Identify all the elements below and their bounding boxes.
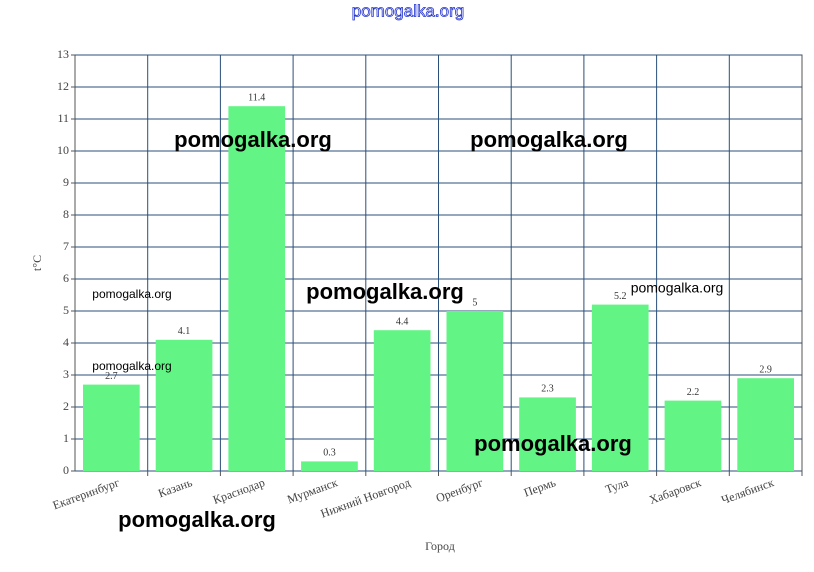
value-label: 2.7 — [105, 371, 118, 382]
y-axis-label: t°C — [30, 255, 44, 271]
watermark: pomogalka.org — [470, 127, 628, 152]
watermark: pomogalka.org — [92, 359, 171, 373]
value-label: 5.2 — [614, 291, 627, 302]
y-tick-label: 1 — [63, 431, 69, 445]
bar — [519, 397, 576, 471]
y-tick-label: 13 — [57, 47, 69, 61]
chart-title: pomogalka.org — [352, 1, 464, 20]
watermark: pomogalka.org — [474, 431, 632, 456]
y-tick-label: 12 — [57, 79, 69, 93]
bar — [155, 339, 213, 471]
y-tick-label: 11 — [57, 111, 69, 125]
y-tick-label: 7 — [63, 239, 69, 253]
x-tick-label: Пермь — [522, 475, 558, 500]
value-label: 2.3 — [541, 384, 554, 395]
value-label: 0.3 — [323, 448, 336, 459]
watermark: pomogalka.org — [92, 287, 171, 301]
y-tick-label: 6 — [63, 271, 69, 285]
bar — [301, 461, 358, 471]
x-tick-label: Тула — [603, 475, 631, 496]
bar — [591, 304, 649, 471]
x-tick-label: Хабаровск — [647, 475, 703, 507]
x-tick-label: Казань — [156, 475, 194, 500]
value-label: 11.4 — [248, 92, 265, 103]
x-tick-label: Мурманск — [285, 475, 339, 506]
y-tick-label: 5 — [63, 303, 69, 317]
y-tick-label: 9 — [63, 175, 69, 189]
y-tick-label: 8 — [63, 207, 69, 221]
y-tick-label: 10 — [57, 143, 69, 157]
watermark: pomogalka.org — [118, 507, 276, 532]
value-label: 2.9 — [759, 364, 772, 375]
y-tick-label: 3 — [63, 367, 69, 381]
watermark: pomogalka.org — [306, 279, 464, 304]
value-label: 2.2 — [687, 387, 700, 398]
bar — [664, 400, 722, 471]
value-label: 5 — [472, 297, 477, 308]
x-tick-label: Екатеринбург — [51, 475, 122, 512]
y-tick-label: 2 — [63, 399, 69, 413]
x-tick-label: Краснодар — [211, 475, 267, 507]
value-label: 4.1 — [178, 326, 191, 337]
bar — [373, 330, 431, 471]
bar — [737, 378, 795, 471]
bar — [446, 311, 504, 471]
value-label: 4.4 — [396, 316, 409, 327]
y-tick-label: 4 — [63, 335, 69, 349]
bar — [228, 106, 286, 471]
watermark: pomogalka.org — [631, 280, 724, 296]
y-tick-label: 0 — [63, 463, 69, 477]
x-axis-label: Город — [425, 539, 455, 553]
bar — [82, 384, 140, 471]
watermark: pomogalka.org — [174, 127, 332, 152]
x-tick-label: Челябинск — [719, 475, 775, 507]
x-tick-label: Оренбург — [434, 475, 485, 505]
